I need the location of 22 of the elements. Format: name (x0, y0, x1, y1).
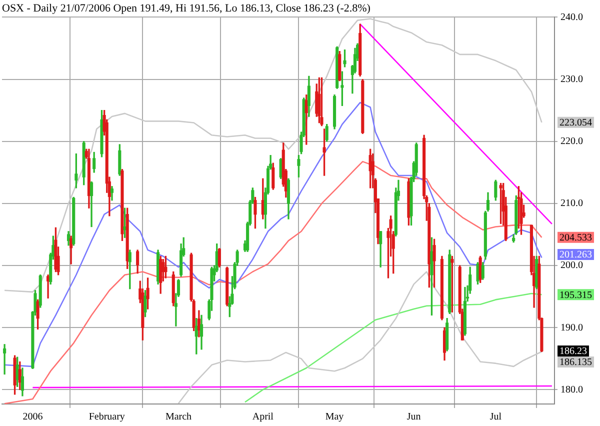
data-label: 204.533 (560, 232, 592, 244)
y-tick-label: 210.0 (560, 198, 583, 210)
candlestick (3, 344, 6, 375)
chart-title: OSX - Daily 21/07/2006 Open 191.49, Hi 191.56, Lo 186.13, Close 186.23 (-2.8%) (2, 2, 371, 14)
x-tick-label: Jul (490, 412, 502, 423)
y-tick-label: 200.0 (560, 260, 583, 272)
y-tick-label: 190.0 (560, 322, 583, 334)
y-tick-label: 180.0 (560, 384, 583, 396)
data-label: 195.315 (560, 290, 592, 301)
annotation: 186.23 (560, 346, 587, 358)
data-label: 186.135 (560, 357, 592, 368)
y-tick-label: 220.0 (560, 136, 583, 147)
data-label: 223.054 (560, 118, 592, 129)
data-label: 201.263 (560, 250, 592, 261)
x-tick-label: April (252, 412, 274, 423)
x-tick-label: 2006 (22, 412, 43, 423)
x-tick-label: February (88, 412, 125, 423)
x-tick-label: May (325, 412, 344, 423)
y-tick-label: 240.0 (560, 12, 583, 23)
x-tick-label: Jun (406, 412, 421, 423)
x-tick-label: March (165, 412, 192, 423)
y-tick-label: 230.0 (560, 74, 583, 85)
